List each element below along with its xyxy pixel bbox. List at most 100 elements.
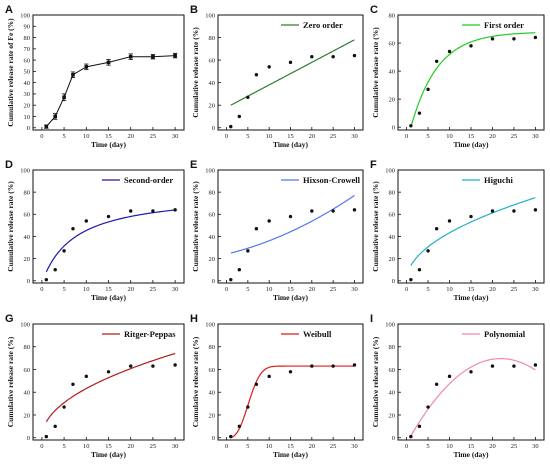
y-tick-label: 60 bbox=[389, 367, 396, 374]
x-tick-label: 10 bbox=[446, 133, 453, 140]
data-point bbox=[254, 382, 259, 386]
fit-curve bbox=[230, 194, 355, 254]
data-point bbox=[409, 277, 413, 282]
fit-curve bbox=[410, 358, 536, 437]
legend: Weibull bbox=[281, 329, 332, 339]
y-tick-label: 100 bbox=[205, 12, 215, 19]
data-point bbox=[229, 124, 233, 129]
y-tick-label: 0 bbox=[27, 435, 30, 442]
data-point bbox=[417, 424, 422, 429]
y-tick-label: 0 bbox=[27, 278, 30, 285]
y-axis-label: Cumulative release rate (%) bbox=[371, 27, 380, 118]
x-tick-label: 20 bbox=[127, 443, 134, 450]
x-tick-label: 25 bbox=[150, 286, 157, 293]
data-point bbox=[512, 37, 516, 41]
plot-frame bbox=[397, 169, 545, 284]
data-point bbox=[434, 59, 439, 63]
data-point bbox=[71, 72, 75, 77]
x-tick-label: 15 bbox=[287, 286, 294, 293]
data-point bbox=[490, 364, 495, 368]
x-tick-label: 0 bbox=[225, 133, 228, 140]
y-tick-label: 80 bbox=[24, 189, 31, 196]
y-tick-label: 40 bbox=[24, 80, 31, 87]
data-point bbox=[84, 374, 88, 379]
y-tick-label: 0 bbox=[392, 124, 395, 131]
x-tick-label: 15 bbox=[105, 133, 112, 140]
x-tick-label: 30 bbox=[172, 443, 179, 450]
data-point bbox=[267, 65, 271, 69]
data-point bbox=[71, 382, 75, 386]
data-point bbox=[352, 363, 357, 367]
data-point bbox=[173, 53, 177, 58]
data-point bbox=[44, 434, 49, 439]
x-tick-label: 25 bbox=[330, 133, 337, 140]
x-tick-label: 5 bbox=[426, 443, 429, 450]
y-tick-label: 70 bbox=[24, 46, 31, 53]
panel-f: F 0 5 10 15 20 25 30 0 20 40 60 80 100 Time (day) Cumul… bbox=[370, 159, 545, 302]
x-tick-label: 10 bbox=[446, 286, 453, 293]
data-point bbox=[106, 370, 111, 374]
legend-label: First order bbox=[484, 20, 524, 30]
y-tick-label: 100 bbox=[20, 321, 30, 328]
data-point bbox=[426, 87, 430, 92]
legend: Ritger-Peppas bbox=[102, 329, 176, 339]
x-tick-label: 15 bbox=[287, 133, 294, 140]
x-axis-label: Time (day) bbox=[273, 140, 309, 149]
data-point bbox=[469, 370, 473, 374]
legend: Hixson-Crowell bbox=[281, 175, 361, 185]
data-point bbox=[310, 364, 314, 368]
y-tick-label: 0 bbox=[27, 125, 30, 132]
y-tick-label: 80 bbox=[24, 35, 31, 42]
y-tick-label: 0 bbox=[212, 435, 215, 442]
data-point bbox=[434, 382, 439, 386]
y-tick-label: 60 bbox=[24, 212, 31, 219]
y-tick-label: 40 bbox=[389, 390, 396, 397]
data-point bbox=[254, 73, 259, 77]
y-axis-label: Cumulative release rate (%) bbox=[6, 336, 15, 427]
y-tick-label: 20 bbox=[24, 256, 31, 263]
data-point bbox=[254, 227, 259, 231]
fit-curve bbox=[410, 197, 536, 266]
x-tick-label: 0 bbox=[405, 286, 408, 293]
data-point bbox=[490, 37, 495, 41]
y-axis-label: Cumulative release rate (%) bbox=[191, 336, 200, 427]
data-point bbox=[352, 208, 357, 212]
x-tick-label: 5 bbox=[62, 443, 65, 450]
y-tick-label: 20 bbox=[389, 256, 396, 263]
x-tick-label: 25 bbox=[511, 133, 518, 140]
x-tick-label: 15 bbox=[105, 443, 112, 450]
data-point bbox=[288, 214, 293, 219]
data-point bbox=[426, 249, 430, 253]
fit-curve bbox=[410, 32, 536, 128]
x-tick-label: 0 bbox=[40, 443, 43, 450]
x-tick-label: 20 bbox=[489, 286, 496, 293]
y-axis-label: Cumulative release rate (%) bbox=[371, 336, 380, 427]
data-point bbox=[62, 249, 66, 253]
data-point bbox=[409, 434, 413, 439]
fit-curve bbox=[45, 209, 176, 273]
data-point bbox=[434, 227, 439, 231]
data-point bbox=[53, 424, 57, 429]
y-tick-label: 20 bbox=[209, 256, 216, 263]
data-point bbox=[512, 364, 516, 368]
legend: Polynomial bbox=[462, 329, 526, 339]
data-point bbox=[246, 405, 250, 409]
x-tick-label: 20 bbox=[127, 133, 134, 140]
data-point bbox=[151, 209, 155, 213]
x-tick-label: 15 bbox=[468, 133, 475, 140]
y-tick-label: 30 bbox=[24, 91, 31, 98]
data-point bbox=[129, 364, 133, 368]
x-tick-label: 5 bbox=[426, 133, 429, 140]
panel-letter: A bbox=[5, 4, 13, 16]
x-tick-label: 10 bbox=[83, 443, 90, 450]
data-point bbox=[533, 208, 538, 212]
legend-label: Ritger-Peppas bbox=[124, 329, 176, 339]
y-tick-label: 60 bbox=[389, 40, 396, 47]
plot-frame bbox=[32, 323, 185, 441]
panel-letter: I bbox=[370, 313, 373, 325]
panel-letter: F bbox=[370, 159, 377, 171]
x-axis-label: Time (day) bbox=[453, 293, 489, 302]
panel-b: B 0 5 10 15 20 25 30 0 20 40 60 80 100 Time (day) Cumul… bbox=[190, 4, 364, 149]
panel-a: A 0 5 10 15 20 25 30 0 10 20 30 40 50 60 70 80 90 100 Time … bbox=[5, 4, 185, 149]
data-point bbox=[173, 363, 177, 367]
